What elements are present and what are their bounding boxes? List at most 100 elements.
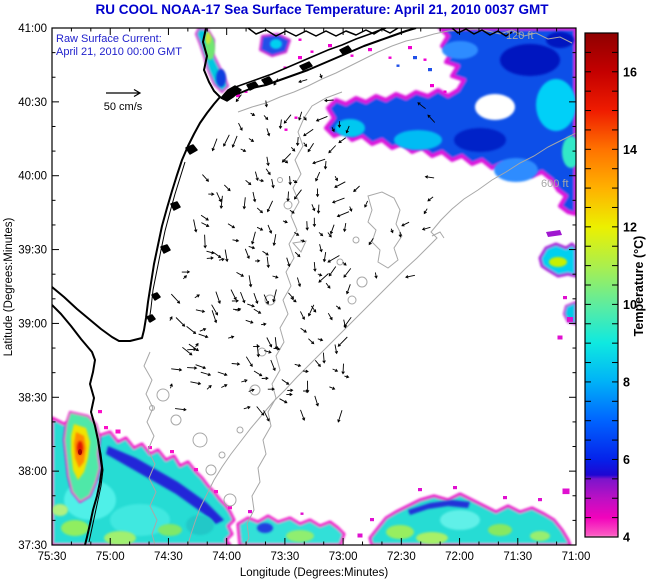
current-vector: [245, 356, 253, 368]
x-tick-label: 73:30: [270, 551, 299, 563]
y-tick-label: 39:30: [18, 245, 47, 257]
coast-land-fill: [261, 76, 273, 85]
current-vector: [338, 137, 346, 144]
current-vector: [261, 376, 269, 381]
current-vector: [335, 305, 341, 310]
current-vector: [263, 410, 270, 422]
y-tick-label: 38:30: [18, 392, 47, 404]
sst-speck: [453, 486, 457, 490]
current-vector: [317, 273, 323, 277]
coast-land-fill: [146, 314, 156, 323]
current-vector: [332, 368, 339, 372]
depth-label-120ft: 120 ft: [506, 30, 534, 42]
current-vector: [293, 189, 302, 200]
sst-patch: [394, 130, 442, 150]
current-vector: [248, 245, 256, 250]
current-vector: [253, 292, 259, 305]
sst-speck: [148, 446, 152, 450]
colorbar: 16 14 12 10 8 6 4: [584, 32, 637, 545]
current-vector: [256, 207, 264, 214]
contour-loop: [367, 191, 403, 269]
current-vector: [253, 344, 261, 349]
x-tick-label: 73:00: [329, 551, 358, 563]
current-vector: [307, 304, 315, 317]
current-vector: [322, 352, 326, 364]
map-area: [52, 28, 576, 545]
sst-patch: [186, 515, 214, 535]
current-vector: [241, 379, 248, 383]
current-vector: [353, 185, 360, 193]
sst-patch: [286, 530, 314, 542]
current-vector: [235, 307, 242, 312]
current-vector: [175, 407, 187, 412]
coast-delmarva: [52, 304, 103, 545]
current-vector: [194, 294, 200, 299]
current-vector: [286, 257, 291, 268]
current-vector: [259, 178, 265, 183]
current-vector: [329, 224, 335, 235]
current-vector: [231, 135, 238, 148]
sst-patch: [494, 158, 538, 182]
sst-speck: [244, 90, 248, 93]
current-vector: [417, 102, 426, 110]
current-vector: [224, 249, 229, 263]
y-tick-label: 40:30: [18, 97, 47, 109]
sst-speck: [170, 450, 174, 454]
sst-speck: [310, 50, 314, 53]
sst-speck: [350, 54, 354, 57]
current-vector: [253, 370, 263, 377]
current-vector: [290, 297, 297, 303]
current-vector: [374, 272, 378, 279]
coast-land-fill: [299, 61, 313, 71]
colorbar-tick-label: 8: [623, 375, 630, 389]
x-tick-label: 72:00: [445, 551, 474, 563]
current-vector: [427, 114, 436, 123]
current-vector: [288, 176, 292, 186]
current-vector: [248, 138, 255, 142]
current-vector: [245, 179, 252, 186]
sst-speck: [370, 518, 374, 522]
current-vector: [217, 371, 228, 377]
coast-nj: [52, 28, 221, 342]
current-vector: [245, 319, 254, 324]
contour-loop: [292, 240, 307, 253]
current-vector: [181, 270, 191, 274]
sst-speck: [357, 533, 363, 538]
current-vector: [200, 214, 209, 221]
current-vector: [337, 336, 348, 347]
contour-loop: [149, 405, 155, 411]
sst-speck: [567, 317, 573, 322]
current-vector: [248, 275, 253, 288]
sst-speck: [368, 48, 372, 52]
current-vector: [206, 385, 212, 390]
current-vector: [343, 268, 352, 278]
sst-patch: [416, 532, 448, 544]
figure-title: RU COOL NOAA-17 Sea Surface Temperature:…: [96, 2, 550, 17]
sst-speck: [104, 426, 108, 430]
current-vector: [303, 142, 308, 148]
contour-loop: [156, 388, 170, 402]
colorbar-tick-label: 14: [623, 143, 637, 157]
depth-label-600ft: 600 ft: [541, 178, 569, 190]
sst-patch: [216, 69, 226, 87]
current-vector: [343, 319, 347, 329]
current-vector: [316, 204, 321, 214]
plot-border: [51, 27, 577, 546]
current-vector: [307, 142, 314, 153]
current-vector: [344, 374, 350, 379]
current-vector: [294, 363, 302, 368]
contour-loop: [236, 426, 244, 434]
current-vector: [289, 209, 295, 214]
current-vector: [300, 327, 307, 333]
colorbar-tick-label: 12: [623, 220, 637, 234]
sst-patch: [549, 257, 567, 267]
sst-patch: [104, 531, 136, 545]
current-vector: [287, 388, 294, 393]
sst-speck: [503, 496, 507, 500]
axes: 75:30 75:00 74:30 74:00 73:30 73:00 72:30 72:00…: [18, 23, 590, 563]
current-vector: [300, 239, 306, 243]
sst-speck: [214, 490, 218, 494]
sst-speck: [423, 58, 427, 61]
current-vector: [187, 347, 197, 352]
